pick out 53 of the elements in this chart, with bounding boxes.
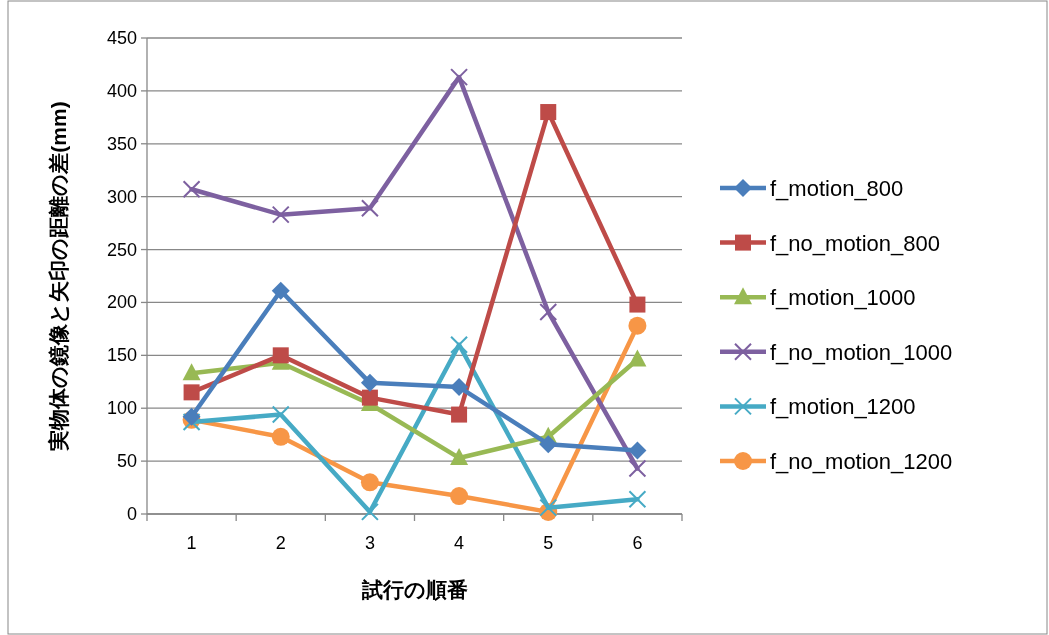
point bbox=[628, 349, 647, 367]
legend-label: f_motion_1200 bbox=[770, 394, 916, 420]
point bbox=[360, 502, 379, 521]
y-tick-label: 350 bbox=[106, 133, 137, 154]
point bbox=[271, 205, 290, 224]
point bbox=[450, 378, 469, 397]
y-tick-label: 300 bbox=[106, 186, 137, 207]
point bbox=[451, 406, 468, 423]
y-tick-label: 150 bbox=[106, 345, 137, 366]
y-tick-label: 200 bbox=[106, 292, 137, 313]
x-tick-label: 5 bbox=[543, 533, 554, 553]
x-axis-title: 試行の順番 bbox=[360, 578, 468, 602]
y-tick-label: 100 bbox=[106, 398, 137, 419]
point bbox=[450, 487, 469, 506]
point bbox=[450, 68, 469, 87]
legend-label: f_motion_800 bbox=[770, 176, 904, 201]
point bbox=[271, 281, 290, 300]
point bbox=[539, 302, 558, 321]
point bbox=[450, 447, 469, 465]
x-tick-label: 2 bbox=[275, 533, 286, 553]
y-axis-title: 実物体の鏡像と矢印の距離の差(mm) bbox=[47, 101, 70, 452]
point bbox=[450, 335, 469, 354]
point bbox=[628, 441, 647, 460]
point bbox=[182, 363, 201, 381]
y-tick-label: 400 bbox=[106, 80, 137, 101]
point bbox=[628, 459, 647, 478]
point bbox=[628, 490, 647, 509]
x-tick-label: 3 bbox=[364, 533, 375, 553]
point bbox=[629, 296, 646, 313]
legend-label: f_no_motion_800 bbox=[770, 230, 941, 256]
legend-label: f_motion_1000 bbox=[770, 285, 916, 311]
y-tick-label: 250 bbox=[106, 239, 137, 260]
point bbox=[539, 435, 558, 454]
point bbox=[182, 180, 201, 199]
point bbox=[361, 389, 378, 406]
point bbox=[360, 199, 379, 218]
point bbox=[272, 347, 289, 364]
legend-label: f_no_motion_1000 bbox=[770, 339, 953, 365]
y-tick-label: 0 bbox=[126, 504, 137, 524]
point bbox=[539, 498, 558, 517]
x-tick-label: 4 bbox=[454, 533, 465, 553]
point bbox=[360, 373, 379, 392]
x-tick-label: 1 bbox=[186, 533, 197, 553]
legend-label: f_no_motion_1200 bbox=[770, 449, 953, 474]
y-tick-label: 50 bbox=[116, 451, 137, 472]
point bbox=[271, 405, 290, 424]
point bbox=[540, 104, 557, 121]
x-tick-label: 6 bbox=[632, 533, 643, 553]
y-tick-label: 450 bbox=[106, 28, 137, 48]
point bbox=[360, 473, 379, 492]
point bbox=[628, 316, 647, 335]
point bbox=[271, 427, 290, 446]
point bbox=[183, 384, 200, 401]
